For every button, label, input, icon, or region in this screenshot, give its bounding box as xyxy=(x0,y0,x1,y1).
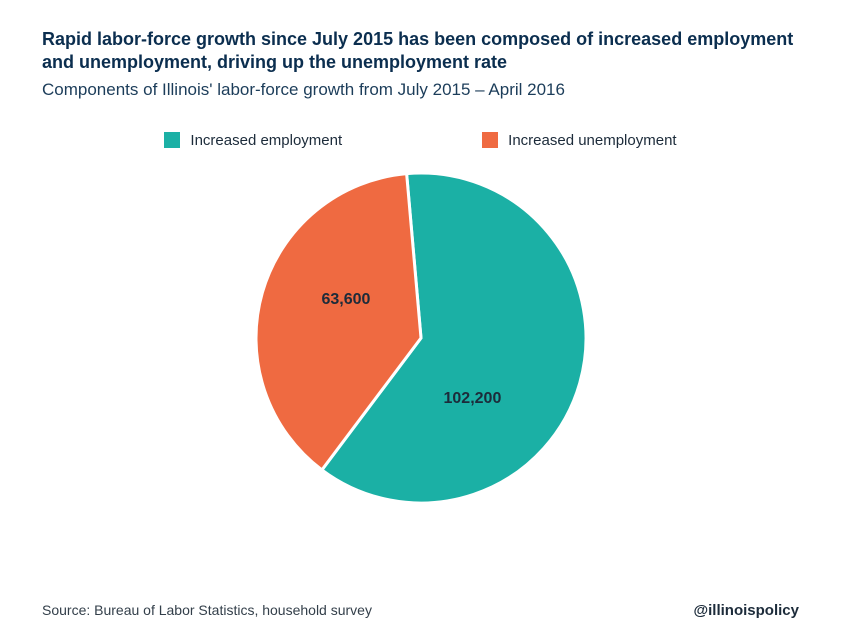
legend-swatch-unemployment xyxy=(482,132,498,148)
footer: Source: Bureau of Labor Statistics, hous… xyxy=(42,602,799,619)
pie-chart-wrap: 102,200 63,600 xyxy=(42,173,799,553)
legend-item-employment: Increased employment xyxy=(164,132,342,149)
slice-label-unemployment: 63,600 xyxy=(322,291,371,309)
legend-swatch-employment xyxy=(164,132,180,148)
slice-label-employment: 102,200 xyxy=(444,390,502,408)
legend-label-unemployment: Increased unemployment xyxy=(508,132,676,149)
legend: Increased employment Increased unemploym… xyxy=(42,132,799,149)
legend-label-employment: Increased employment xyxy=(190,132,342,149)
pie-svg xyxy=(256,173,586,503)
legend-item-unemployment: Increased unemployment xyxy=(482,132,676,149)
social-handle: @illinoispolicy xyxy=(694,602,799,619)
chart-title: Rapid labor-force growth since July 2015… xyxy=(42,28,799,75)
pie-chart: 102,200 63,600 xyxy=(256,173,586,503)
chart-container: Rapid labor-force growth since July 2015… xyxy=(0,0,841,641)
chart-subtitle: Components of Illinois' labor-force grow… xyxy=(42,79,799,102)
source-text: Source: Bureau of Labor Statistics, hous… xyxy=(42,602,372,618)
